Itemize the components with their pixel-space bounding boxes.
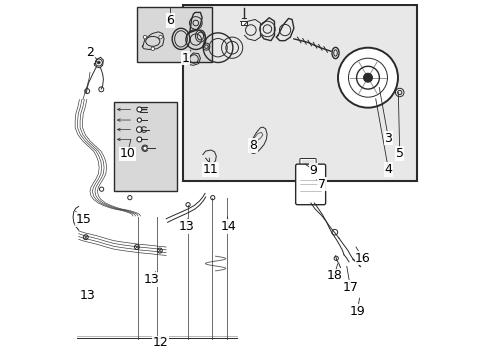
Bar (183, 5, 417, 181)
Text: 8: 8 (248, 139, 256, 152)
FancyBboxPatch shape (295, 164, 325, 205)
Text: 13: 13 (143, 273, 159, 286)
FancyBboxPatch shape (299, 158, 315, 168)
Text: 6: 6 (166, 14, 174, 27)
Bar (241, 21, 246, 25)
Bar (114, 102, 176, 190)
Text: 10: 10 (119, 147, 135, 161)
Text: 15: 15 (76, 213, 91, 226)
Text: 7: 7 (318, 178, 325, 191)
Text: 2: 2 (86, 46, 94, 59)
Text: 13: 13 (179, 220, 194, 233)
Text: 3: 3 (384, 132, 391, 145)
Circle shape (363, 73, 372, 82)
Text: 1: 1 (181, 52, 189, 65)
Text: 9: 9 (309, 164, 317, 177)
Circle shape (137, 107, 142, 112)
Circle shape (137, 118, 141, 122)
Text: 11: 11 (203, 163, 218, 176)
Circle shape (136, 127, 142, 132)
Text: 4: 4 (384, 163, 391, 176)
Text: 12: 12 (152, 337, 168, 350)
Circle shape (159, 35, 162, 39)
Circle shape (142, 146, 147, 150)
Circle shape (97, 61, 100, 64)
Text: 5: 5 (395, 147, 403, 160)
Text: 14: 14 (220, 220, 236, 233)
Text: 13: 13 (80, 289, 96, 302)
Bar (137, 7, 212, 62)
Text: 18: 18 (325, 270, 341, 283)
Circle shape (151, 47, 154, 50)
Text: 19: 19 (349, 305, 365, 318)
Circle shape (356, 66, 379, 89)
Circle shape (337, 48, 397, 108)
Circle shape (137, 137, 142, 142)
Text: 17: 17 (342, 281, 358, 294)
Circle shape (143, 35, 146, 39)
Text: 16: 16 (354, 252, 370, 265)
